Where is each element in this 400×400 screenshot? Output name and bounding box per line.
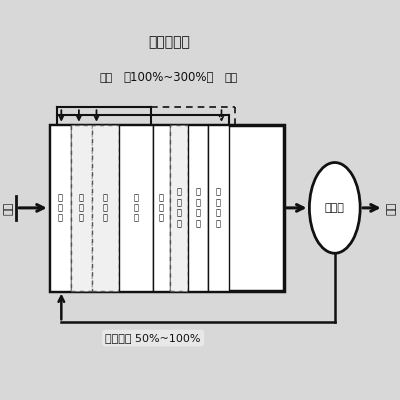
- Ellipse shape: [309, 162, 360, 253]
- Text: 后
好
氧
区: 后 好 氧 区: [195, 188, 200, 228]
- Bar: [208, 125, 229, 291]
- Bar: [188, 125, 208, 291]
- Text: 污泥回流 50%~100%: 污泥回流 50%~100%: [105, 333, 201, 343]
- Bar: [153, 125, 170, 291]
- Text: 消
化
区: 消 化 区: [159, 193, 164, 223]
- Bar: [71, 125, 92, 291]
- Text: 混合液回流: 混合液回流: [148, 35, 190, 49]
- Bar: [92, 125, 119, 291]
- Text: 进水: 进水: [4, 201, 14, 214]
- Bar: [119, 125, 153, 291]
- Bar: [50, 125, 284, 291]
- Bar: [170, 125, 188, 291]
- Bar: [50, 125, 71, 291]
- Text: 后
缺
氧
区: 后 缺 氧 区: [177, 188, 182, 228]
- Text: 碳源: 碳源: [100, 73, 113, 83]
- Text: 后
好
氧
区: 后 好 氧 区: [216, 188, 221, 228]
- Text: （100%~300%）: （100%~300%）: [124, 71, 214, 84]
- Text: 二沉池: 二沉池: [325, 203, 345, 213]
- Text: 出水: 出水: [386, 201, 396, 214]
- Text: 厌
氧
区: 厌 氧 区: [58, 193, 63, 223]
- Text: 厌
氧
区: 厌 氧 区: [79, 193, 84, 223]
- Text: 缺
氧
区: 缺 氧 区: [103, 193, 108, 223]
- Text: 好
氧
区: 好 氧 区: [133, 193, 138, 223]
- Text: 碳源: 碳源: [225, 73, 238, 83]
